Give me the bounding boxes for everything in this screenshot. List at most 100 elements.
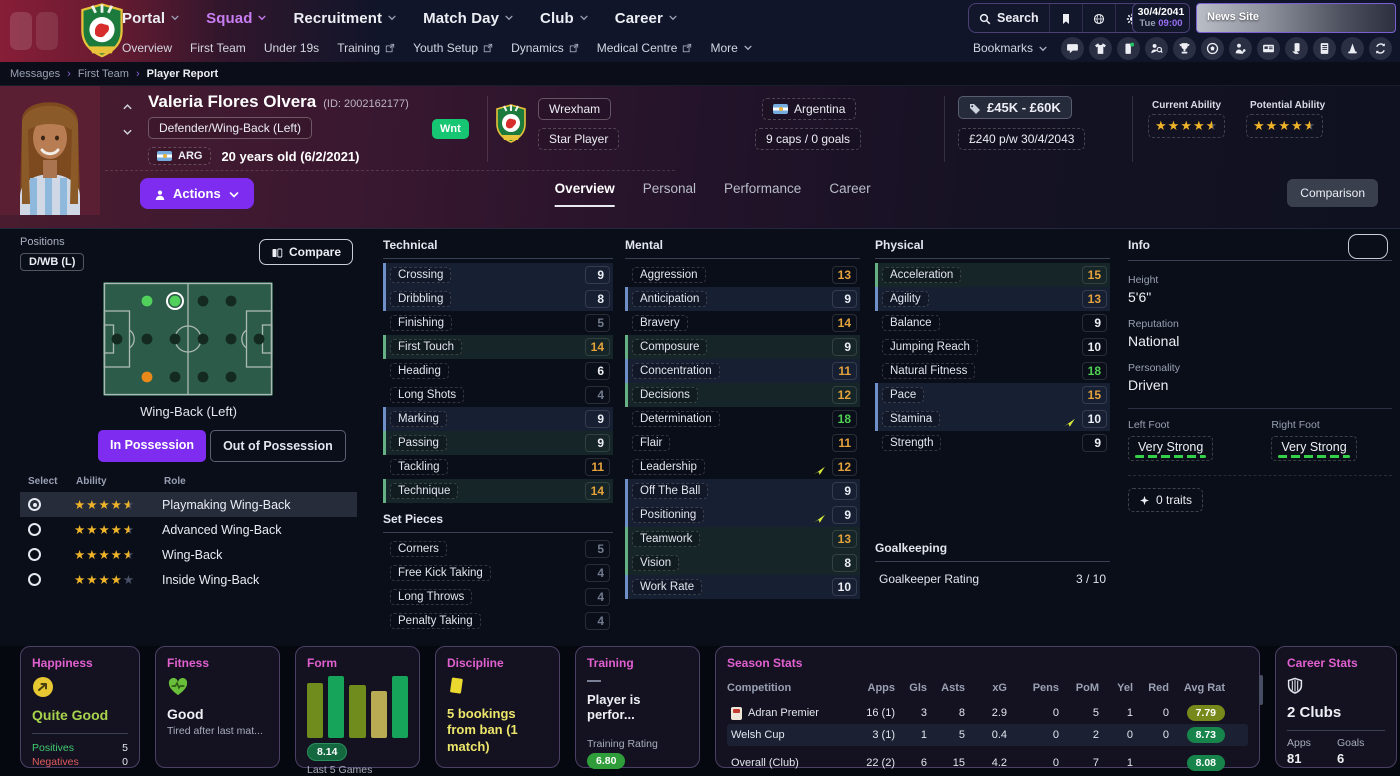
goalkeeping-header: Goalkeeping [875, 541, 1110, 562]
training-card: Training Player is perfor... Training Ra… [575, 646, 700, 769]
attribute-value: 13 [1081, 290, 1107, 308]
nav-club[interactable]: Club [540, 10, 589, 27]
argentina-flag-icon [157, 151, 172, 161]
position-pitch-map[interactable] [103, 282, 273, 396]
date-time-widget[interactable]: 30/4/2041 Tue 09:00 [1132, 3, 1190, 33]
transfer-value-badge: £45K - £60K [958, 96, 1072, 119]
attribute-name: Off The Ball [632, 483, 709, 499]
shirt-icon[interactable] [1089, 36, 1112, 60]
nation-badge[interactable]: Argentina [762, 98, 857, 120]
role-name: Advanced Wing-Back [162, 522, 282, 537]
attribute-row-pace: Pace 15 [875, 383, 1110, 407]
phone-alert-icon[interactable] [1117, 36, 1140, 60]
role-row-wing-back[interactable]: ★★★★★ Wing-Back [20, 542, 357, 567]
person-icon [154, 186, 166, 201]
world-button[interactable] [1083, 4, 1116, 32]
player-tabs: Overview Personal Performance Career [554, 181, 871, 207]
actions-button[interactable]: Actions [140, 178, 254, 209]
role-row-inside-wing-back[interactable]: ★★★★★ Inside Wing-Back [20, 567, 357, 592]
search-button[interactable]: Search [969, 4, 1050, 32]
wrexham-crest-logo [76, 3, 128, 64]
tab-overview[interactable]: Overview [554, 181, 615, 207]
role-row-playmaking-wing-back[interactable]: ★★★★★ Playmaking Wing-Back [20, 492, 357, 517]
forward-button[interactable] [36, 12, 58, 50]
trophy-icon[interactable] [1173, 36, 1196, 60]
technical-header: Technical [383, 238, 613, 259]
position-dot [253, 333, 265, 345]
improving-arrow-icon [1063, 413, 1076, 427]
club-name-badge[interactable]: Wrexham [538, 98, 612, 120]
sync-icon[interactable] [1369, 36, 1392, 60]
info-header: Info [1128, 238, 1392, 261]
attribute-row-acceleration: Acceleration 15 [875, 263, 1110, 287]
breadcrumb-first-team[interactable]: First Team [77, 67, 129, 80]
subnav-under-19s[interactable]: Under 19s [263, 41, 320, 55]
breadcrumb-messages[interactable]: Messages [10, 67, 61, 80]
divider [1132, 96, 1133, 162]
scout-search-icon[interactable] [1145, 36, 1168, 60]
attribute-value: 9 [585, 410, 610, 428]
tab-career[interactable]: Career [829, 181, 871, 196]
nav-match-day[interactable]: Match Day [423, 10, 514, 27]
toggle-in-possession[interactable]: In Possession [98, 430, 207, 462]
club-crest-small [494, 104, 528, 149]
height-value: 5'6" [1128, 289, 1152, 305]
nav-career[interactable]: Career [615, 10, 678, 27]
role-radio[interactable] [28, 573, 41, 586]
position-dot [225, 295, 237, 307]
nav-portal[interactable]: Portal [122, 10, 180, 27]
report-list-icon[interactable] [1313, 36, 1336, 60]
next-player-button[interactable] [122, 124, 133, 142]
attribute-value: 9 [832, 338, 857, 356]
compare-button[interactable]: Compare [258, 239, 353, 265]
bookmarks-dropdown[interactable]: Bookmarks [973, 41, 1048, 55]
subnav-youth-setup[interactable]: Youth Setup [413, 41, 493, 55]
subnav-overview[interactable]: Overview [122, 41, 173, 55]
role-radio[interactable] [28, 548, 41, 561]
career-clubs: 2 Clubs [1287, 704, 1342, 721]
training-cone-icon[interactable] [1341, 36, 1364, 60]
tab-personal[interactable]: Personal [642, 181, 697, 196]
back-button[interactable] [10, 12, 32, 50]
notes-button[interactable] [1050, 4, 1083, 32]
subnav-training[interactable]: Training [337, 41, 395, 55]
role-row-advanced-wing-back[interactable]: ★★★★★ Advanced Wing-Back [20, 517, 357, 542]
attribute-value: 14 [831, 314, 857, 332]
nav-recruitment[interactable]: Recruitment [293, 10, 397, 27]
chat-icon[interactable] [1061, 36, 1084, 60]
id-card-icon[interactable] [1257, 36, 1280, 60]
attribute-row-finishing: Finishing 5 [383, 311, 613, 335]
attribute-value: 13 [831, 530, 857, 548]
player-scan-button[interactable] [1348, 234, 1388, 259]
ball-icon[interactable] [1201, 36, 1224, 60]
table-scrollbar[interactable] [1259, 675, 1263, 705]
tab-performance[interactable]: Performance [724, 181, 802, 196]
role-ability-stars: ★★★★★ [74, 523, 136, 537]
role-radio[interactable] [28, 498, 41, 511]
position-dot [197, 295, 209, 307]
subnav-first-team[interactable]: First Team [190, 41, 246, 55]
personality-label: Personality [1128, 362, 1180, 374]
news-site-widget[interactable]: News Site [1196, 3, 1396, 33]
agent-icon[interactable] [1229, 36, 1252, 60]
attribute-value: 9 [832, 506, 857, 524]
breadcrumb-separator: › [67, 67, 71, 80]
attribute-value: 8 [832, 554, 857, 572]
role-ability-stars: ★★★★★ [74, 498, 136, 512]
role-radio[interactable] [28, 523, 41, 536]
comparison-button[interactable]: Comparison [1287, 179, 1378, 207]
attribute-row-aggression: Aggression 13 [625, 263, 860, 287]
phone-hand-icon[interactable] [1285, 36, 1308, 60]
nav-squad[interactable]: Squad [206, 10, 267, 27]
career-goals-value: 6 [1336, 751, 1345, 766]
attribute-name: Anticipation [632, 291, 708, 307]
previous-player-button[interactable] [122, 98, 133, 116]
toggle-out-of-possession[interactable]: Out of Possession [210, 430, 346, 462]
subnav-more[interactable]: More [710, 41, 752, 55]
attribute-name: Strength [882, 435, 942, 451]
physical-header: Physical [875, 238, 1110, 259]
subnav-medical-centre[interactable]: Medical Centre [597, 41, 693, 55]
traits-button[interactable]: 0 traits [1128, 488, 1204, 512]
bookmark-icon [1060, 11, 1072, 25]
subnav-dynamics[interactable]: Dynamics [511, 41, 579, 55]
